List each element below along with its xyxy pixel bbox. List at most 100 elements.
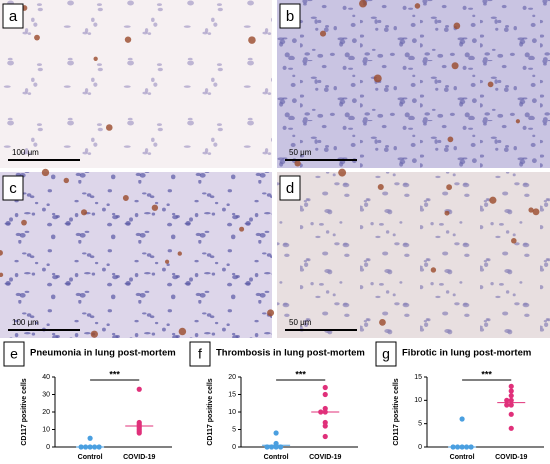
scale-label: 100 μm	[12, 148, 39, 157]
data-point	[273, 430, 279, 436]
stained-cell	[447, 136, 454, 143]
x-tick-label: Control	[264, 454, 289, 461]
data-point	[508, 393, 514, 399]
stained-cell	[489, 196, 497, 204]
data-point	[508, 411, 514, 417]
y-tick-label: 15	[414, 374, 422, 381]
micrograph	[277, 0, 550, 168]
y-tick-label: 20	[42, 409, 50, 416]
stained-cell	[377, 183, 384, 191]
panel-label-box	[279, 175, 301, 201]
stained-cell	[122, 195, 129, 201]
chart-title: Thrombosis in lung post-mortem	[216, 348, 365, 359]
stained-cell	[93, 56, 98, 61]
stained-cell	[151, 204, 159, 211]
data-point	[87, 435, 93, 441]
significance-label: ***	[295, 369, 306, 379]
scale-label: 100 μm	[12, 318, 39, 327]
stained-cell	[177, 251, 182, 256]
stained-cell	[487, 81, 494, 88]
significance-label: ***	[481, 369, 492, 379]
stained-cell	[124, 36, 132, 43]
panel-label-box	[189, 341, 211, 367]
data-point	[136, 386, 142, 392]
stained-cell	[21, 219, 27, 226]
scale-label: 50 μm	[289, 148, 312, 157]
stained-cell	[239, 226, 245, 232]
x-tick-label: Control	[78, 454, 103, 461]
stained-cell	[532, 208, 540, 216]
data-point	[504, 397, 510, 403]
y-tick-label: 5	[418, 421, 422, 428]
y-tick-label: 10	[228, 409, 236, 416]
panel-label: d	[286, 180, 294, 197]
y-tick-label: 0	[46, 444, 50, 451]
stained-cell	[294, 160, 301, 167]
stained-cell	[446, 184, 453, 191]
stained-cell	[80, 209, 88, 216]
panel-label: g	[382, 346, 390, 362]
stained-cell	[178, 327, 187, 336]
panel-label-box	[375, 341, 397, 367]
stained-cell	[248, 36, 256, 44]
significance-label: ***	[109, 369, 120, 379]
y-axis-label: CD117 positive cells	[207, 378, 214, 445]
y-axis-label: CD117 positive cells	[393, 378, 400, 445]
micrograph	[0, 172, 272, 338]
micrograph	[277, 172, 550, 338]
stained-cell	[373, 74, 382, 83]
y-tick-label: 10	[42, 426, 50, 433]
y-tick-label: 40	[42, 374, 50, 381]
y-tick-label: 20	[228, 374, 236, 381]
micrograph	[0, 0, 272, 168]
data-point	[504, 402, 510, 408]
panel-label-box	[3, 341, 25, 367]
panel-label: f	[198, 346, 202, 362]
x-tick-label: COVID-19	[495, 454, 527, 461]
data-point	[322, 384, 328, 391]
stained-cell	[0, 272, 4, 278]
y-tick-label: 15	[228, 391, 236, 398]
data-point	[508, 388, 514, 394]
data-point	[508, 383, 514, 389]
panel-label: b	[286, 8, 294, 25]
scale-label: 50 μm	[289, 318, 312, 327]
stained-cell	[511, 237, 517, 244]
panel-label: a	[9, 8, 18, 25]
x-tick-label: Control	[450, 454, 475, 461]
data-point	[508, 425, 514, 431]
y-tick-label: 0	[418, 444, 422, 451]
stained-cell	[528, 207, 534, 213]
y-axis-label: CD117 positive cells	[21, 378, 28, 445]
stained-cell	[0, 249, 3, 256]
y-tick-label: 10	[414, 397, 422, 404]
data-point	[322, 433, 328, 440]
panel-label-box	[2, 175, 24, 201]
stained-cell	[164, 259, 170, 264]
panel-label: e	[10, 346, 18, 362]
stained-cell	[63, 177, 69, 184]
data-point	[508, 397, 514, 403]
stained-cell	[444, 210, 450, 216]
stained-cell	[430, 267, 437, 273]
stained-cell	[267, 309, 275, 317]
stained-cell	[379, 319, 386, 326]
stained-cell	[319, 30, 327, 37]
x-tick-label: COVID-19	[123, 454, 155, 461]
x-tick-label: COVID-19	[309, 454, 341, 461]
stained-cell	[359, 0, 367, 8]
stained-cell	[451, 62, 459, 70]
data-point	[322, 423, 328, 429]
chart-title: Fibrotic in lung post-mortem	[402, 348, 531, 359]
panel-label-box	[279, 3, 301, 29]
stained-cell	[90, 330, 98, 338]
chart-title: Pneumonia in lung post-mortem	[30, 348, 176, 359]
stained-cell	[453, 22, 461, 30]
stained-cell	[105, 124, 113, 131]
panel-label-box	[2, 3, 24, 29]
stained-cell	[338, 168, 347, 177]
stained-cell	[414, 3, 421, 9]
y-tick-label: 5	[232, 426, 236, 433]
data-point	[136, 430, 142, 436]
